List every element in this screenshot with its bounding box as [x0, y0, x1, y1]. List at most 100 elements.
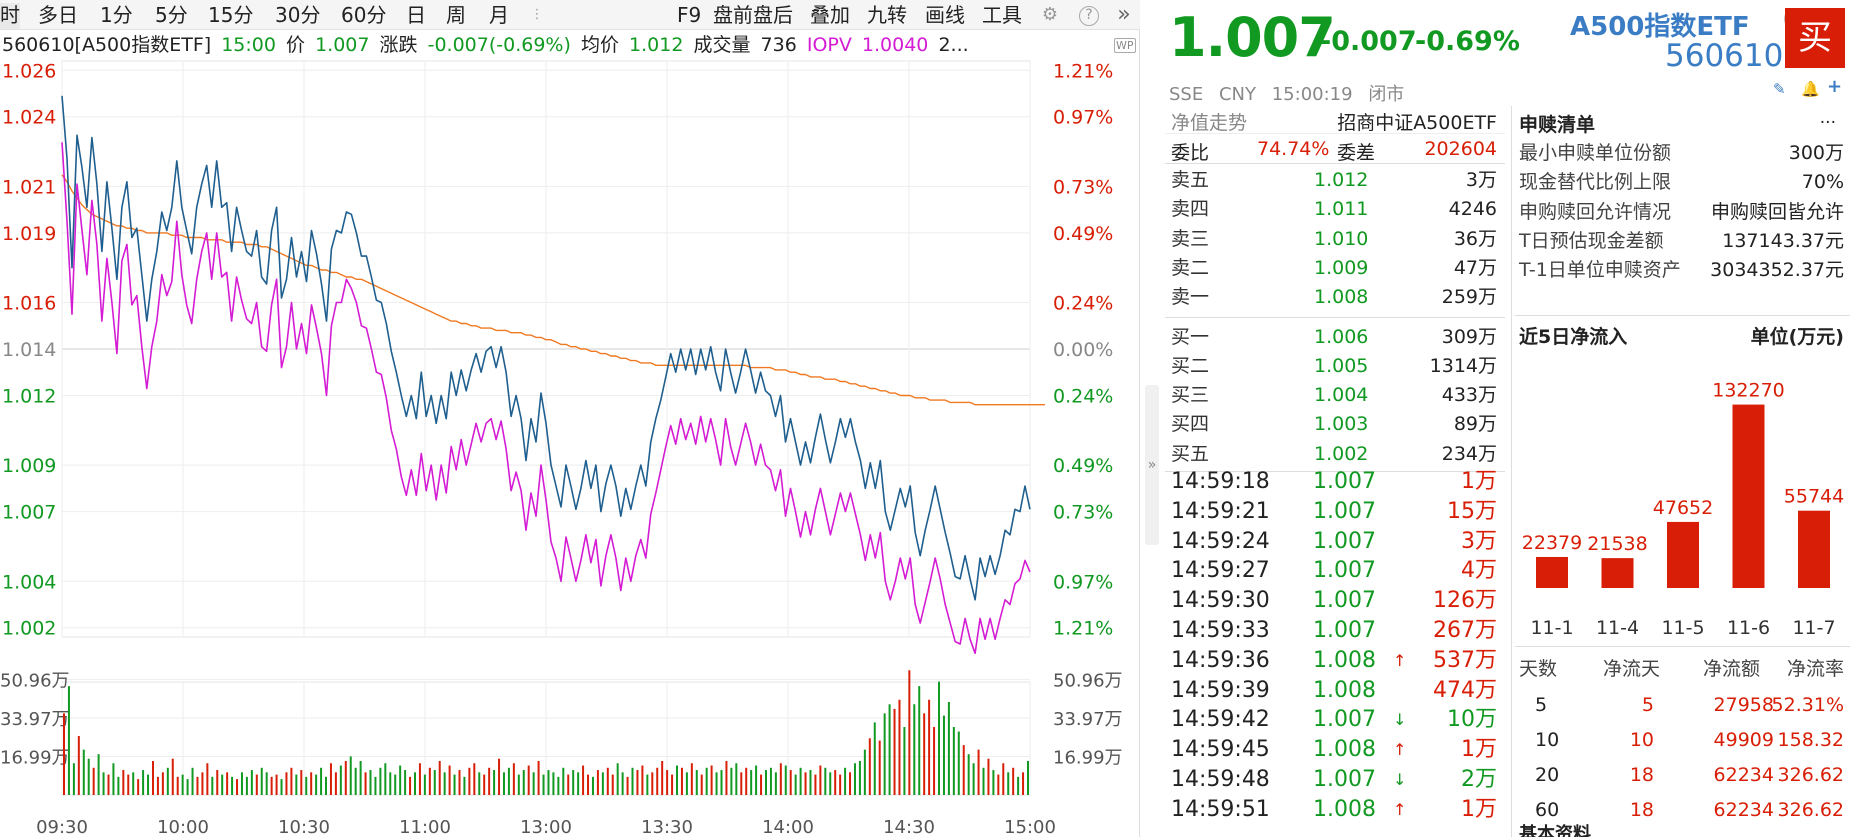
- exchange-line: SSE CNY 15:00:19 闭市: [1169, 80, 1414, 106]
- buy-button[interactable]: 买: [1785, 8, 1845, 68]
- trade-volume: 1万: [1461, 737, 1497, 763]
- bid-row[interactable]: 买二 1.005 1314万: [1165, 352, 1505, 381]
- nine-turn-button[interactable]: 九转: [867, 3, 907, 27]
- avg-line: [61, 174, 1045, 406]
- gear-icon[interactable]: ⚙: [1041, 4, 1059, 25]
- trade-volume: 10万: [1447, 707, 1497, 733]
- price-change-pct: -0.69%: [1415, 26, 1520, 57]
- net-flow-cell: 27958: [1713, 694, 1774, 716]
- tab-60min[interactable]: 60分: [341, 3, 387, 27]
- settings-dots-icon[interactable]: ⋮: [530, 7, 544, 22]
- price-tick-label: 1.024: [2, 107, 56, 129]
- bid-row[interactable]: 买五 1.002 234万: [1165, 440, 1505, 469]
- tab-15min[interactable]: 15分: [208, 3, 254, 27]
- price-tick-label: 1.026: [2, 60, 56, 82]
- bell-icon[interactable]: 🔔: [1801, 80, 1820, 98]
- trade-row: 14:59:21 1.007 15万: [1165, 497, 1505, 527]
- f9-button[interactable]: F9: [677, 3, 702, 27]
- trade-time: 14:59:18: [1171, 469, 1270, 494]
- quote-panel: 1.007 -0.007 -0.69% A500指数ETF 560610 ! 买…: [1165, 0, 1850, 837]
- trade-time: 14:59:24: [1171, 528, 1270, 554]
- tab-time[interactable]: 时: [0, 3, 20, 29]
- trade-price: 1.007: [1313, 588, 1376, 614]
- tab-5min[interactable]: 5分: [155, 3, 188, 27]
- tab-30min[interactable]: 30分: [275, 3, 321, 27]
- edit-icon[interactable]: ✎: [1773, 80, 1786, 98]
- overlay-button[interactable]: 叠加: [810, 3, 850, 27]
- ask-row[interactable]: 卖四 1.011 4246: [1165, 195, 1505, 224]
- trade-time: 14:59:42: [1171, 707, 1270, 733]
- tab-week[interactable]: 周: [446, 3, 466, 27]
- intraday-chart[interactable]: 1.026 1.21% 1.024 0.97% 1.021 0.73% 1.019 0.49%…: [0, 55, 1140, 837]
- bid-price: 1.002: [1314, 442, 1369, 465]
- ask-row[interactable]: 卖三 1.010 36万: [1165, 225, 1505, 254]
- bid-price: 1.006: [1314, 325, 1369, 348]
- pre-post-market-button[interactable]: 盘前盘后: [713, 3, 793, 27]
- ask-label: 卖四: [1171, 198, 1210, 221]
- tab-multi-day[interactable]: 多日: [38, 3, 78, 27]
- net-flow-unit: 单位(万元): [1750, 326, 1844, 348]
- ask-price: 1.008: [1314, 286, 1369, 309]
- redemption-value: 3034352.37元: [1710, 259, 1844, 282]
- trade-time: 14:59:51: [1171, 796, 1270, 822]
- ratio-label: 委比: [1171, 142, 1210, 164]
- wp-icon[interactable]: WP: [1114, 38, 1136, 53]
- tools-button[interactable]: 工具: [982, 3, 1022, 27]
- ask-row[interactable]: 卖一 1.008 259万: [1165, 283, 1505, 312]
- net-flow-value-label: 47652: [1653, 497, 1713, 519]
- tab-month[interactable]: 月: [489, 3, 509, 27]
- trade-volume: 4万: [1461, 558, 1497, 584]
- code-name: 560610[A500指数ETF]: [2, 34, 212, 56]
- trade-row: 14:59:48 1.007 ↓ 2万: [1165, 765, 1505, 795]
- panel-divider: [1511, 106, 1512, 837]
- ask-row[interactable]: 卖五 1.012 3万: [1165, 166, 1505, 195]
- order-book-divider: [1165, 316, 1505, 318]
- trade-price: 1.008: [1313, 796, 1376, 822]
- trade-row: 14:59:24 1.007 3万: [1165, 527, 1505, 557]
- double-chevron-right-icon[interactable]: »: [1117, 2, 1131, 27]
- trade-volume: 126万: [1433, 588, 1497, 614]
- ask-label: 卖三: [1171, 227, 1210, 250]
- ask-label: 卖一: [1171, 286, 1210, 309]
- trade-time: 14:59:33: [1171, 618, 1270, 643]
- collapse-handle[interactable]: »: [1145, 385, 1159, 545]
- x-tick-label: 10:00: [157, 817, 209, 837]
- tab-1min[interactable]: 1分: [100, 3, 133, 27]
- x-tick-label: 13:00: [520, 817, 572, 837]
- bid-label: 买四: [1171, 413, 1210, 436]
- divider: [1515, 315, 1850, 316]
- price-tick-label: 1.021: [2, 176, 56, 198]
- tab-day[interactable]: 日: [406, 3, 426, 27]
- net-flow-cell: 18: [1629, 764, 1654, 786]
- x-tick-label: 09:30: [36, 817, 88, 837]
- bid-row[interactable]: 买一 1.006 309万: [1165, 323, 1505, 352]
- volume-tick-label: 50.96万: [1053, 670, 1123, 691]
- price-value: 1.007: [315, 34, 370, 56]
- draw-line-button[interactable]: 画线: [925, 3, 965, 27]
- ratio-value: 74.74%: [1257, 138, 1330, 160]
- net-flow-bar: [1667, 521, 1699, 588]
- add-icon[interactable]: +: [1827, 76, 1843, 97]
- redemption-label: 最小申赎单位份额: [1519, 142, 1672, 164]
- bid-volume: 234万: [1441, 442, 1497, 465]
- bid-row[interactable]: 买三 1.004 433万: [1165, 381, 1505, 410]
- trade-price: 1.008: [1313, 737, 1376, 763]
- trade-price: 1.007: [1313, 528, 1376, 554]
- ask-row[interactable]: 卖二 1.009 47万: [1165, 254, 1505, 283]
- nav-row[interactable]: 净值走势 招商中证A500ETF: [1165, 106, 1505, 134]
- trade-price: 1.007: [1313, 618, 1376, 643]
- more-icon[interactable]: ...: [1819, 108, 1836, 128]
- ask-volume: 259万: [1441, 286, 1497, 309]
- trade-row: 14:59:45 1.008 ↑ 1万: [1165, 735, 1505, 765]
- bid-row[interactable]: 买四 1.003 89万: [1165, 410, 1505, 439]
- redemption-title: 申赎清单: [1519, 114, 1596, 136]
- ask-volume: 47万: [1453, 256, 1497, 279]
- help-icon[interactable]: ?: [1077, 4, 1101, 26]
- net-flow-header-row: 天数 净流天 净流额 净流率: [1515, 652, 1850, 686]
- trade-price: 1.008: [1313, 677, 1376, 703]
- trade-row: 14:59:33 1.007 267万: [1165, 616, 1505, 646]
- net-flow-row: 10 10 49909 158.32: [1515, 723, 1850, 757]
- avg-value: 1.012: [629, 34, 684, 56]
- net-flow-cell: 49909: [1713, 729, 1774, 751]
- trade-price: 1.007: [1313, 558, 1376, 584]
